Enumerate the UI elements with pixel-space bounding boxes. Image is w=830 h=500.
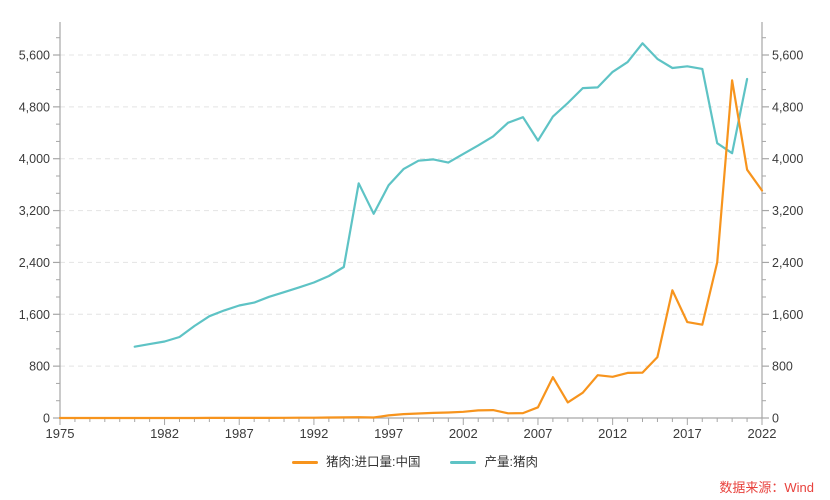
legend-label-production: 产量:猪肉 <box>484 455 538 469</box>
y-axis-label-left: 800 <box>29 360 50 374</box>
y-axis-label-left: 4,800 <box>19 100 50 114</box>
x-axis-label: 2007 <box>523 426 552 441</box>
y-axis-label-right: 0 <box>772 412 779 426</box>
chart-legend: 猪肉:进口量:中国 产量:猪肉 <box>0 456 830 469</box>
legend-item-production: 产量:猪肉 <box>450 455 538 469</box>
production-series-line <box>133 42 749 348</box>
y-axis-label-left: 0 <box>43 412 50 426</box>
y-axis-label-right: 1,600 <box>772 308 803 322</box>
y-axis-label-left: 5,600 <box>19 49 50 63</box>
line-chart-canvas: 0 0 800 800 1,600 1,600 2,400 2,400 3,200 3,200 4,… <box>19 22 803 441</box>
y-axis-label-left: 4,000 <box>19 152 50 166</box>
y-axis-label-left: 2,400 <box>19 256 50 270</box>
x-axis-label: 2002 <box>449 426 478 441</box>
y-axis-label-right: 800 <box>772 360 793 374</box>
imports-series-line <box>58 79 764 420</box>
y-axis-label-right: 5,600 <box>772 49 803 63</box>
legend-item-imports: 猪肉:进口量:中国 <box>292 456 420 469</box>
y-axis-label-right: 2,400 <box>772 256 803 270</box>
y-axis-label-right: 4,000 <box>772 152 803 166</box>
y-axis-label-right: 3,200 <box>772 204 803 218</box>
x-axis-label: 1987 <box>225 426 254 441</box>
legend-label-imports: 猪肉:进口量:中国 <box>326 455 421 469</box>
production-line-swatch <box>450 460 477 464</box>
data-source-note: 数据来源：Wind <box>719 480 814 495</box>
x-axis-label: 1992 <box>299 426 328 441</box>
x-axis-label: 2017 <box>673 426 702 441</box>
y-axis-label-right: 4,800 <box>772 100 803 114</box>
x-axis-label: 1982 <box>150 426 179 441</box>
x-axis-label: 1975 <box>46 426 75 441</box>
imports-line-swatch <box>292 460 319 464</box>
y-axis-label-left: 3,200 <box>19 204 50 218</box>
x-axis-label: 2022 <box>748 426 777 441</box>
y-axis-label-left: 1,600 <box>19 308 50 322</box>
x-axis-label: 1997 <box>374 426 403 441</box>
x-axis-label: 2012 <box>598 426 627 441</box>
